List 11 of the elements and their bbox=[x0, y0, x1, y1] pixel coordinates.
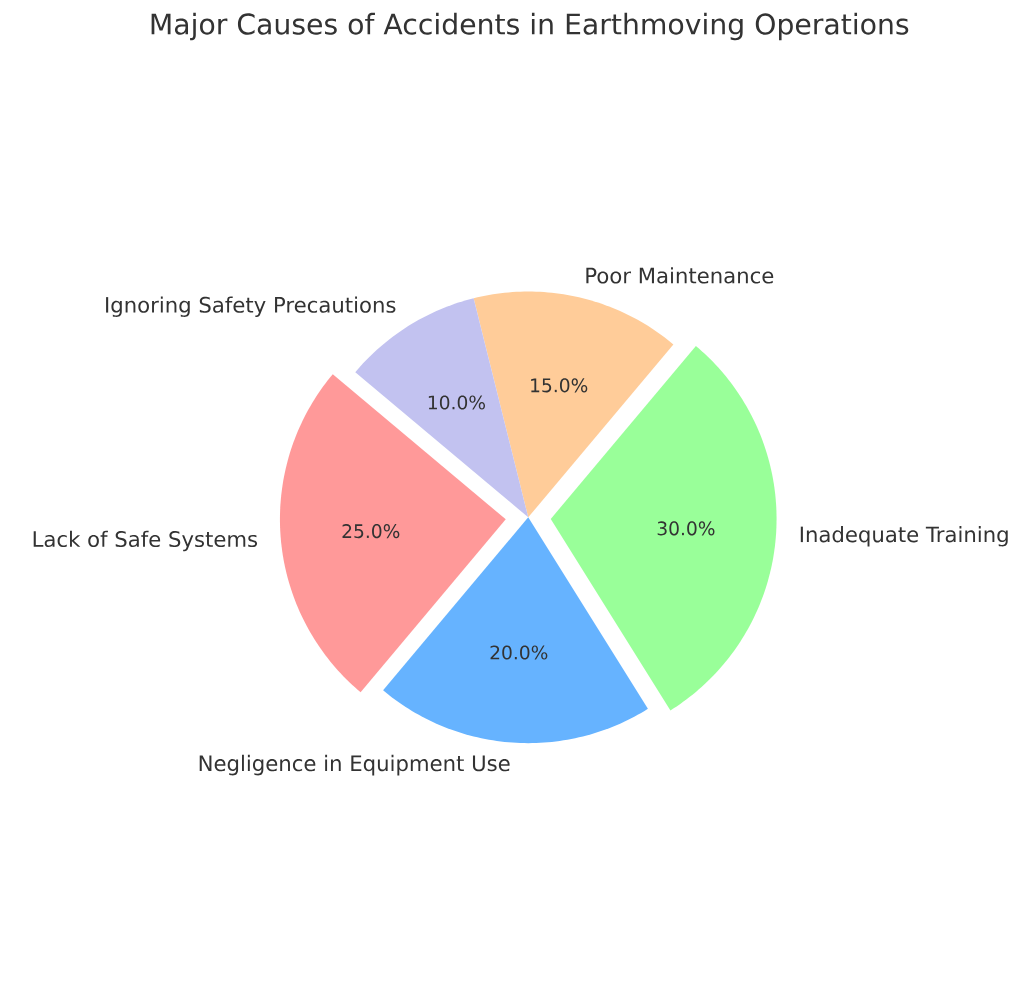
slice-label: Negligence in Equipment Use bbox=[199, 754, 510, 776]
slice-label: Ignoring Safety Precautions bbox=[106, 296, 396, 317]
data-label: 20.0% bbox=[490, 645, 548, 660]
slice-label: Inadequate Training bbox=[800, 525, 1008, 547]
chart-title: Major Causes of Accidents in Earthmoving Operations bbox=[151, 12, 909, 41]
data-label: 10.0% bbox=[428, 395, 486, 410]
slice-label: Lack of Safe Systems bbox=[33, 530, 258, 552]
data-label: 15.0% bbox=[531, 378, 588, 393]
data-label: 25.0% bbox=[342, 523, 400, 539]
data-label: 30.0% bbox=[657, 521, 715, 536]
slice-label: Poor Maintenance bbox=[586, 266, 774, 284]
